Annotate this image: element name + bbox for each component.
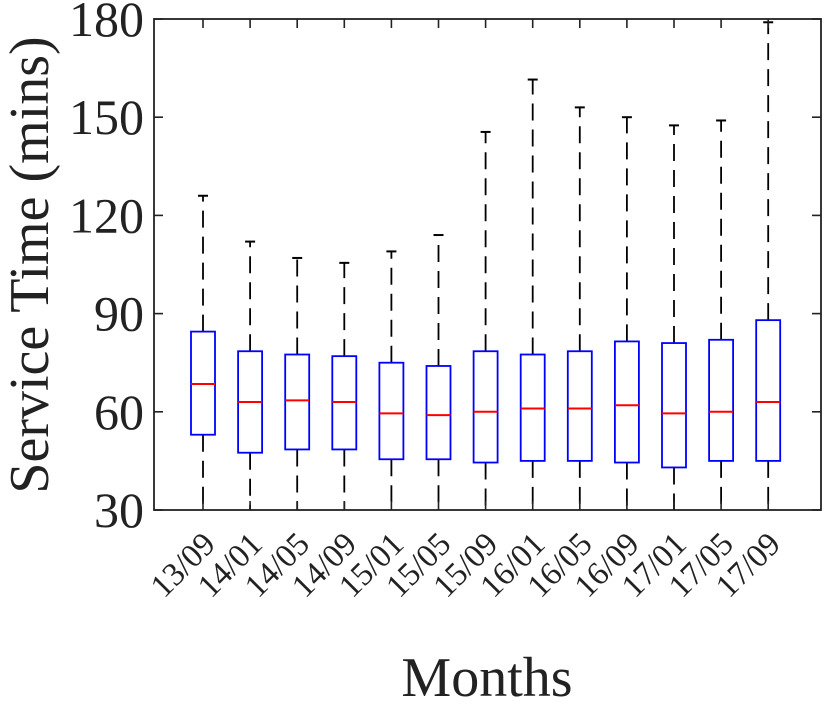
box-14-09 (331, 261, 358, 510)
plot-border (153, 18, 822, 511)
iqr-box (708, 338, 734, 462)
box-17-09 (755, 21, 782, 510)
box-16-01 (519, 78, 546, 510)
y-axis-title: Service Time (mins) (0, 36, 61, 493)
box-16-05 (566, 106, 593, 510)
box-16-09 (614, 116, 640, 510)
x-axis: 13/0914/0114/0514/0915/0115/0515/0916/01… (144, 19, 788, 605)
y-tick-label: 150 (69, 89, 144, 145)
y-tick-label: 120 (69, 187, 144, 243)
iqr-box (378, 361, 405, 461)
box-14-05 (284, 256, 311, 510)
y-tick-label: 90 (94, 286, 144, 342)
box-14-01 (237, 240, 264, 510)
iqr-box (614, 340, 640, 464)
x-axis-title: Months (401, 647, 572, 709)
iqr-box (566, 350, 593, 462)
box-15-09 (472, 130, 499, 510)
boxes (190, 21, 782, 510)
iqr-box (661, 342, 687, 469)
y-tick-label: 30 (94, 482, 144, 538)
iqr-box (284, 353, 311, 451)
box-17-01 (661, 124, 687, 510)
y-tick-label: 60 (94, 384, 144, 440)
iqr-box (472, 350, 499, 464)
box-15-01 (378, 250, 405, 510)
plot-frame (153, 18, 822, 511)
box-17-05 (708, 119, 734, 510)
box-15-05 (425, 234, 452, 510)
y-axis: 30 60 90 120 150 180 (69, 0, 821, 538)
box-13-09 (190, 194, 216, 510)
iqr-box (755, 319, 782, 462)
iqr-box (425, 365, 452, 461)
y-tick-label: 180 (69, 0, 144, 47)
